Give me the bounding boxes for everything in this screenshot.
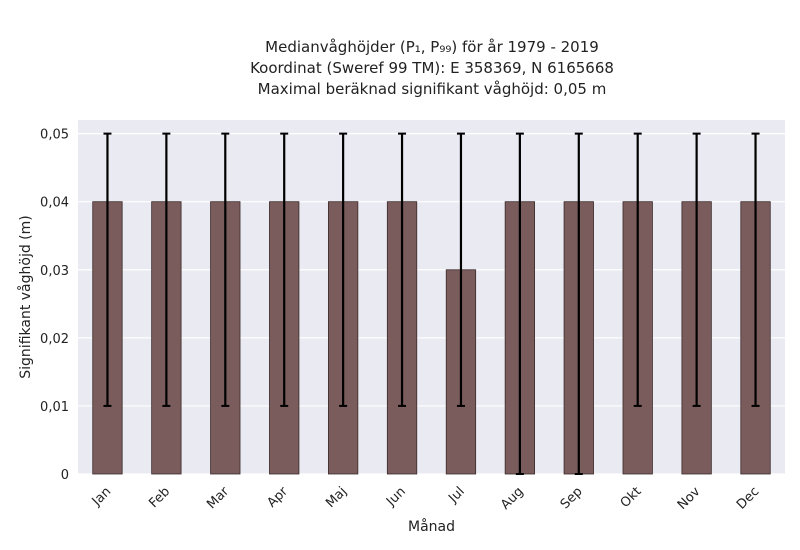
x-tick-label: Jan [89,484,114,509]
x-tick-label: Aug [498,484,527,513]
x-tick-label: Maj [323,484,350,511]
error-bar-okt [633,132,642,407]
x-tick-label: Jul [445,484,467,506]
x-tick-label: Jun [383,484,409,510]
y-tick-label: 0,01 [40,400,69,415]
x-tick-label: Nov [675,484,704,513]
error-bar-sep [574,132,583,475]
x-tick-label: Apr [265,484,292,511]
title-line: Medianvåghöjder (P₁, P₉₉) för år 1979 - … [265,38,599,56]
error-bar-apr [280,132,289,407]
y-tick-label: 0 [61,468,69,483]
error-bar-nov [692,132,701,407]
y-tick-label: 0,03 [40,264,69,279]
x-tick-label: Sep [558,484,586,512]
plot-area [78,120,785,474]
x-tick-label: Dec [734,484,762,512]
x-axis-ticks: Jan Feb Mar Apr Maj Jun Jul Aug Sep Okt Nov Dec [89,484,763,513]
y-tick-label: 0,02 [40,332,69,347]
x-tick-label: Mar [204,484,232,512]
error-bar-feb [162,132,171,407]
title-line: Koordinat (Sweref 99 TM): E 358369, N 61… [250,59,614,77]
error-bar-jul [456,132,465,407]
y-tick-label: 0,04 [40,196,69,211]
error-bar-mar [221,132,230,407]
y-axis-ticks: 0 0,01 0,02 0,03 0,04 0,05 [40,128,69,483]
x-tick-label: Okt [618,484,645,511]
y-tick-label: 0,05 [40,128,69,143]
error-bars [103,132,760,475]
grid-lines [78,133,785,475]
error-bar-dec [751,132,760,407]
y-axis-label: Signifikant våghöjd (m) [17,215,34,378]
chart-title: Medianvåghöjder (P₁, P₉₉) för år 1979 - … [250,38,614,98]
error-bar-maj [339,132,348,407]
error-bar-jun [398,132,407,407]
x-axis-label: Månad [408,518,455,535]
title-line: Maximal beräknad signifikant våghöjd: 0,… [258,80,607,98]
error-bar-jan [103,132,112,407]
error-bar-aug [515,132,524,475]
x-tick-label: Feb [146,484,173,511]
